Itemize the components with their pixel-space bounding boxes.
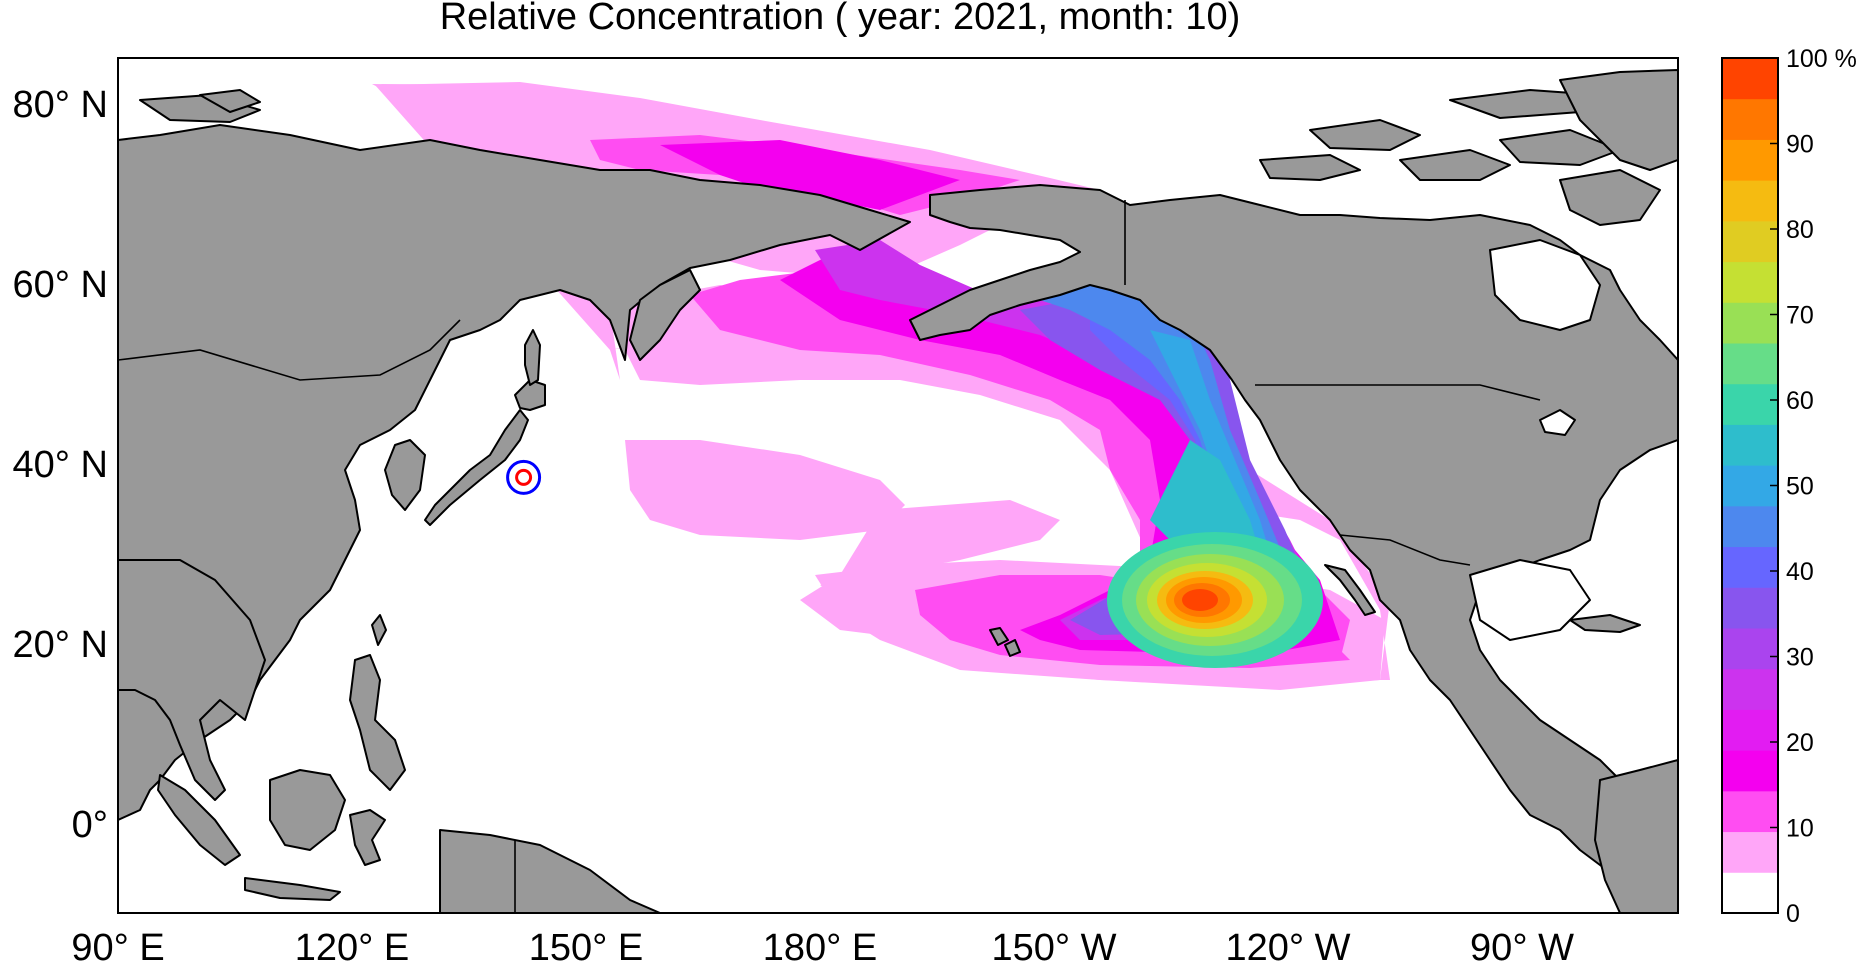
colorbar-segment xyxy=(1722,180,1778,222)
landmasses xyxy=(118,69,1678,913)
colorbar-segment xyxy=(1722,383,1778,425)
map-frame xyxy=(117,57,1679,914)
colorbar: 100 % 90 80 70 60 50 40 30 20 10 0 xyxy=(1721,45,1857,928)
lon-tick-label: 180° E xyxy=(763,927,878,969)
colorbar-tick-label: 90 xyxy=(1786,131,1814,159)
map-title: Relative Concentration ( year: 2021, mon… xyxy=(439,0,1241,38)
latitude-axis: 80° N 60° N 40° N 20° N 0° xyxy=(13,84,108,846)
colorbar-segment xyxy=(1722,750,1778,792)
colorbar-segment xyxy=(1722,628,1778,670)
colorbar-segment xyxy=(1722,790,1778,833)
colorbar-tick-label: 30 xyxy=(1786,644,1814,672)
land-canadian-archipelago-1 xyxy=(1259,154,1361,181)
land-korea xyxy=(384,439,426,511)
land-novaya xyxy=(199,89,261,113)
border-china-north xyxy=(118,319,461,381)
hotspot-95 xyxy=(1182,589,1218,611)
colorbar-segment xyxy=(1722,505,1778,548)
land-canadian-archipelago-3 xyxy=(1399,149,1511,181)
border-us-mexico xyxy=(1339,534,1471,566)
land-north-america xyxy=(909,184,1678,913)
land-hawaii-big xyxy=(1004,639,1021,657)
colorbar-segment xyxy=(1722,668,1778,710)
source-marker-inner-ring xyxy=(515,468,533,486)
colorbar-segment xyxy=(1722,465,1778,507)
colorbar-segment xyxy=(1722,139,1778,181)
colorbar-tick-label: 60 xyxy=(1786,387,1814,415)
plume-10pct-aleutian xyxy=(615,285,1200,560)
colorbar-segment xyxy=(1722,302,1778,344)
lon-tick-label: 90° W xyxy=(1470,927,1574,969)
colorbar-tick-label: 20 xyxy=(1786,729,1814,757)
source-marker-outer-ring xyxy=(506,459,542,495)
colorbar-tick-label: 10 xyxy=(1786,815,1814,843)
longitude-axis: 90° E 120° E 150° E 180° E 150° W 120° W 90° W xyxy=(71,927,1574,969)
land-canadian-archipelago-2 xyxy=(1309,119,1421,151)
land-newguinea xyxy=(439,829,661,913)
land-sumatra xyxy=(157,774,241,866)
source-marker xyxy=(506,459,542,495)
land-taiwan xyxy=(371,614,387,646)
colorbar-tick-label: 80 xyxy=(1786,216,1814,244)
land-philippines xyxy=(349,654,406,791)
land-greenland xyxy=(1559,69,1678,171)
lat-tick-label: 40° N xyxy=(13,444,108,486)
lon-tick-label: 150° E xyxy=(529,927,644,969)
colorbar-tick-label: 70 xyxy=(1786,302,1814,330)
land-borneo xyxy=(269,769,346,851)
lat-tick-label: 0° xyxy=(72,804,108,846)
water-hudson-bay xyxy=(1489,239,1601,331)
plume-20pct-bering xyxy=(660,140,960,210)
colorbar-segment xyxy=(1722,343,1778,385)
lat-tick-label: 60° N xyxy=(13,264,108,306)
colorbar-tick-label: 40 xyxy=(1786,558,1814,586)
land-baffin xyxy=(1559,169,1661,226)
lon-tick-label: 120° E xyxy=(295,927,410,969)
lon-tick-label: 120° W xyxy=(1225,927,1350,969)
land-baja xyxy=(1324,564,1376,616)
land-canadian-archipelago-4 xyxy=(1499,129,1621,166)
colorbar-segment xyxy=(1722,220,1778,263)
lon-tick-label: 150° W xyxy=(991,927,1116,969)
lat-tick-label: 80° N xyxy=(13,84,108,126)
land-sakhalin xyxy=(524,329,541,386)
land-java xyxy=(244,877,341,901)
land-sulawesi xyxy=(349,809,386,866)
colorbar-segment xyxy=(1722,872,1778,914)
colorbar-segment xyxy=(1722,58,1778,100)
lat-tick-label: 20° N xyxy=(13,624,108,666)
land-indochina xyxy=(118,559,266,801)
plume-10pct-midocean xyxy=(625,440,905,540)
colorbar-segment xyxy=(1722,709,1778,751)
land-hawaii xyxy=(989,627,1009,646)
colorbar-segment xyxy=(1722,546,1778,588)
water-gulf-of-mexico xyxy=(1469,559,1591,641)
land-japan-honshu xyxy=(424,409,529,526)
colorbar-segment xyxy=(1722,261,1778,303)
colorbar-segment xyxy=(1722,424,1778,466)
land-south-america xyxy=(1594,759,1678,913)
colorbar-tick-label: 50 xyxy=(1786,473,1814,501)
colorbar-segment xyxy=(1722,98,1778,140)
land-kamchatka xyxy=(629,269,701,361)
colorbar-tick-label: 100 % xyxy=(1786,45,1857,73)
colorbar-segment xyxy=(1722,831,1778,873)
colorbar-tick-label: 0 xyxy=(1786,900,1800,928)
lon-tick-label: 90° E xyxy=(71,927,164,969)
land-cuba xyxy=(1569,614,1641,633)
borders xyxy=(118,200,1541,913)
colorbar-segment xyxy=(1722,587,1778,629)
water-great-lakes xyxy=(1539,409,1576,436)
border-us-canada xyxy=(1255,384,1541,401)
